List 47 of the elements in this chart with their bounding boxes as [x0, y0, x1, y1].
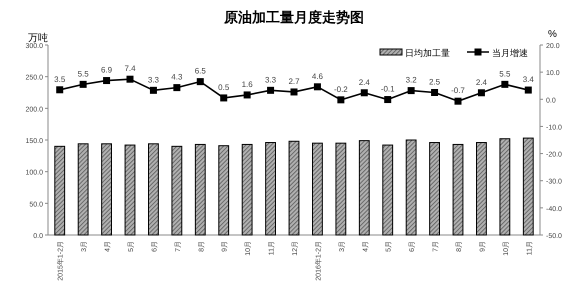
- point: [431, 89, 438, 96]
- point: [150, 86, 157, 94]
- point: [126, 76, 134, 83]
- data-label: 5.5: [499, 69, 511, 78]
- point: [196, 78, 204, 86]
- data-label: 3.3: [265, 75, 277, 84]
- data-label: 0.5: [218, 82, 230, 92]
- point: [384, 96, 392, 104]
- point: [267, 86, 274, 94]
- data-label: 3.3: [148, 75, 160, 84]
- data-label: 3.4: [522, 75, 534, 84]
- point: [244, 91, 251, 98]
- legend-label: 日均加工量: [405, 48, 450, 58]
- data-label: 6.9: [101, 66, 113, 75]
- point: [478, 89, 485, 96]
- data-label: -0.2: [334, 84, 348, 94]
- chart-title: 原油加工量月度走势图: [223, 9, 364, 26]
- point: [290, 88, 298, 96]
- point: [360, 89, 368, 96]
- data-label: 4.6: [312, 72, 324, 81]
- point: [173, 84, 180, 92]
- data-label: -0.7: [451, 86, 466, 96]
- data-label: 3.2: [406, 76, 418, 85]
- y-axis-title: 万吨: [28, 32, 48, 44]
- data-label: 2.4: [358, 78, 370, 87]
- point: [103, 77, 110, 84]
- legend-label: 当月增速: [492, 48, 528, 58]
- data-label: 2.5: [429, 78, 441, 86]
- point: [408, 87, 415, 94]
- point: [524, 86, 532, 94]
- point: [501, 80, 508, 88]
- y2-axis-title: %: [548, 29, 557, 40]
- data-label: 2.4: [476, 78, 488, 87]
- point: [314, 83, 321, 90]
- point: [220, 94, 228, 102]
- point: [80, 80, 87, 88]
- point: [454, 98, 462, 105]
- data-label: 1.6: [242, 80, 254, 89]
- point: [337, 96, 344, 104]
- data-label: 5.5: [78, 69, 90, 78]
- point: [56, 86, 64, 94]
- data-label: -0.1: [380, 84, 396, 94]
- data-label: 4.3: [171, 72, 183, 82]
- data-label: 2.7: [288, 76, 300, 86]
- data-label: 7.4: [124, 64, 136, 74]
- data-label: 6.5: [194, 66, 206, 76]
- data-label: 3.5: [54, 74, 66, 84]
